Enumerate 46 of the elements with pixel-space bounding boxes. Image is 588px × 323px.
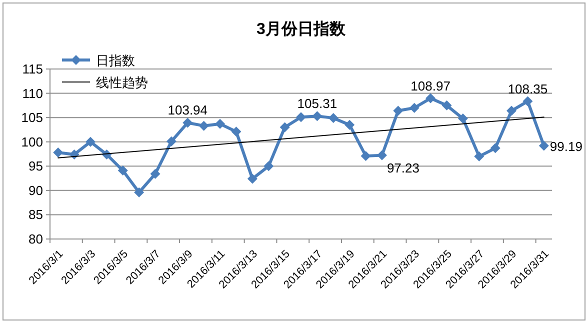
point	[426, 93, 436, 104]
y-tick-label: 115	[22, 62, 43, 76]
point	[522, 96, 533, 106]
legend-label: 日指数	[96, 53, 135, 68]
y-tick-label: 110	[22, 86, 43, 101]
point	[490, 143, 500, 154]
point	[118, 166, 128, 176]
point	[53, 148, 64, 158]
point	[198, 120, 209, 131]
point	[134, 187, 144, 198]
point	[360, 150, 371, 161]
point	[538, 140, 549, 151]
point	[409, 102, 420, 113]
point	[215, 118, 226, 129]
point	[458, 114, 468, 124]
point	[344, 120, 355, 130]
point	[474, 151, 484, 162]
point	[328, 113, 338, 124]
y-tick-label: 90	[28, 182, 43, 198]
data-label: 99.19	[550, 138, 582, 154]
point	[85, 136, 96, 147]
chart-title: 3月份日指数	[256, 20, 346, 38]
y-tick-label: 105	[21, 110, 43, 126]
y-tick-label: 95	[28, 158, 43, 174]
point	[442, 100, 452, 110]
point	[150, 168, 160, 179]
point	[280, 122, 290, 132]
data-label: 108.35	[508, 81, 548, 96]
data-label: 103.94	[168, 102, 208, 118]
point	[166, 136, 176, 146]
data-label: 108.97	[410, 78, 450, 94]
data-label: 105.31	[297, 96, 338, 112]
point	[393, 106, 404, 116]
point	[182, 118, 193, 128]
y-tick-label: 100	[21, 134, 43, 150]
legend-label: 线性趋势	[96, 75, 148, 90]
point	[376, 150, 387, 160]
y-tick-label: 85	[28, 207, 43, 222]
data-label: 97.23	[386, 160, 420, 176]
point	[506, 106, 517, 116]
point	[247, 174, 258, 184]
point	[296, 112, 306, 122]
point	[312, 111, 322, 122]
point	[264, 161, 274, 172]
point	[231, 126, 242, 137]
y-tick-label: 80	[28, 232, 43, 246]
